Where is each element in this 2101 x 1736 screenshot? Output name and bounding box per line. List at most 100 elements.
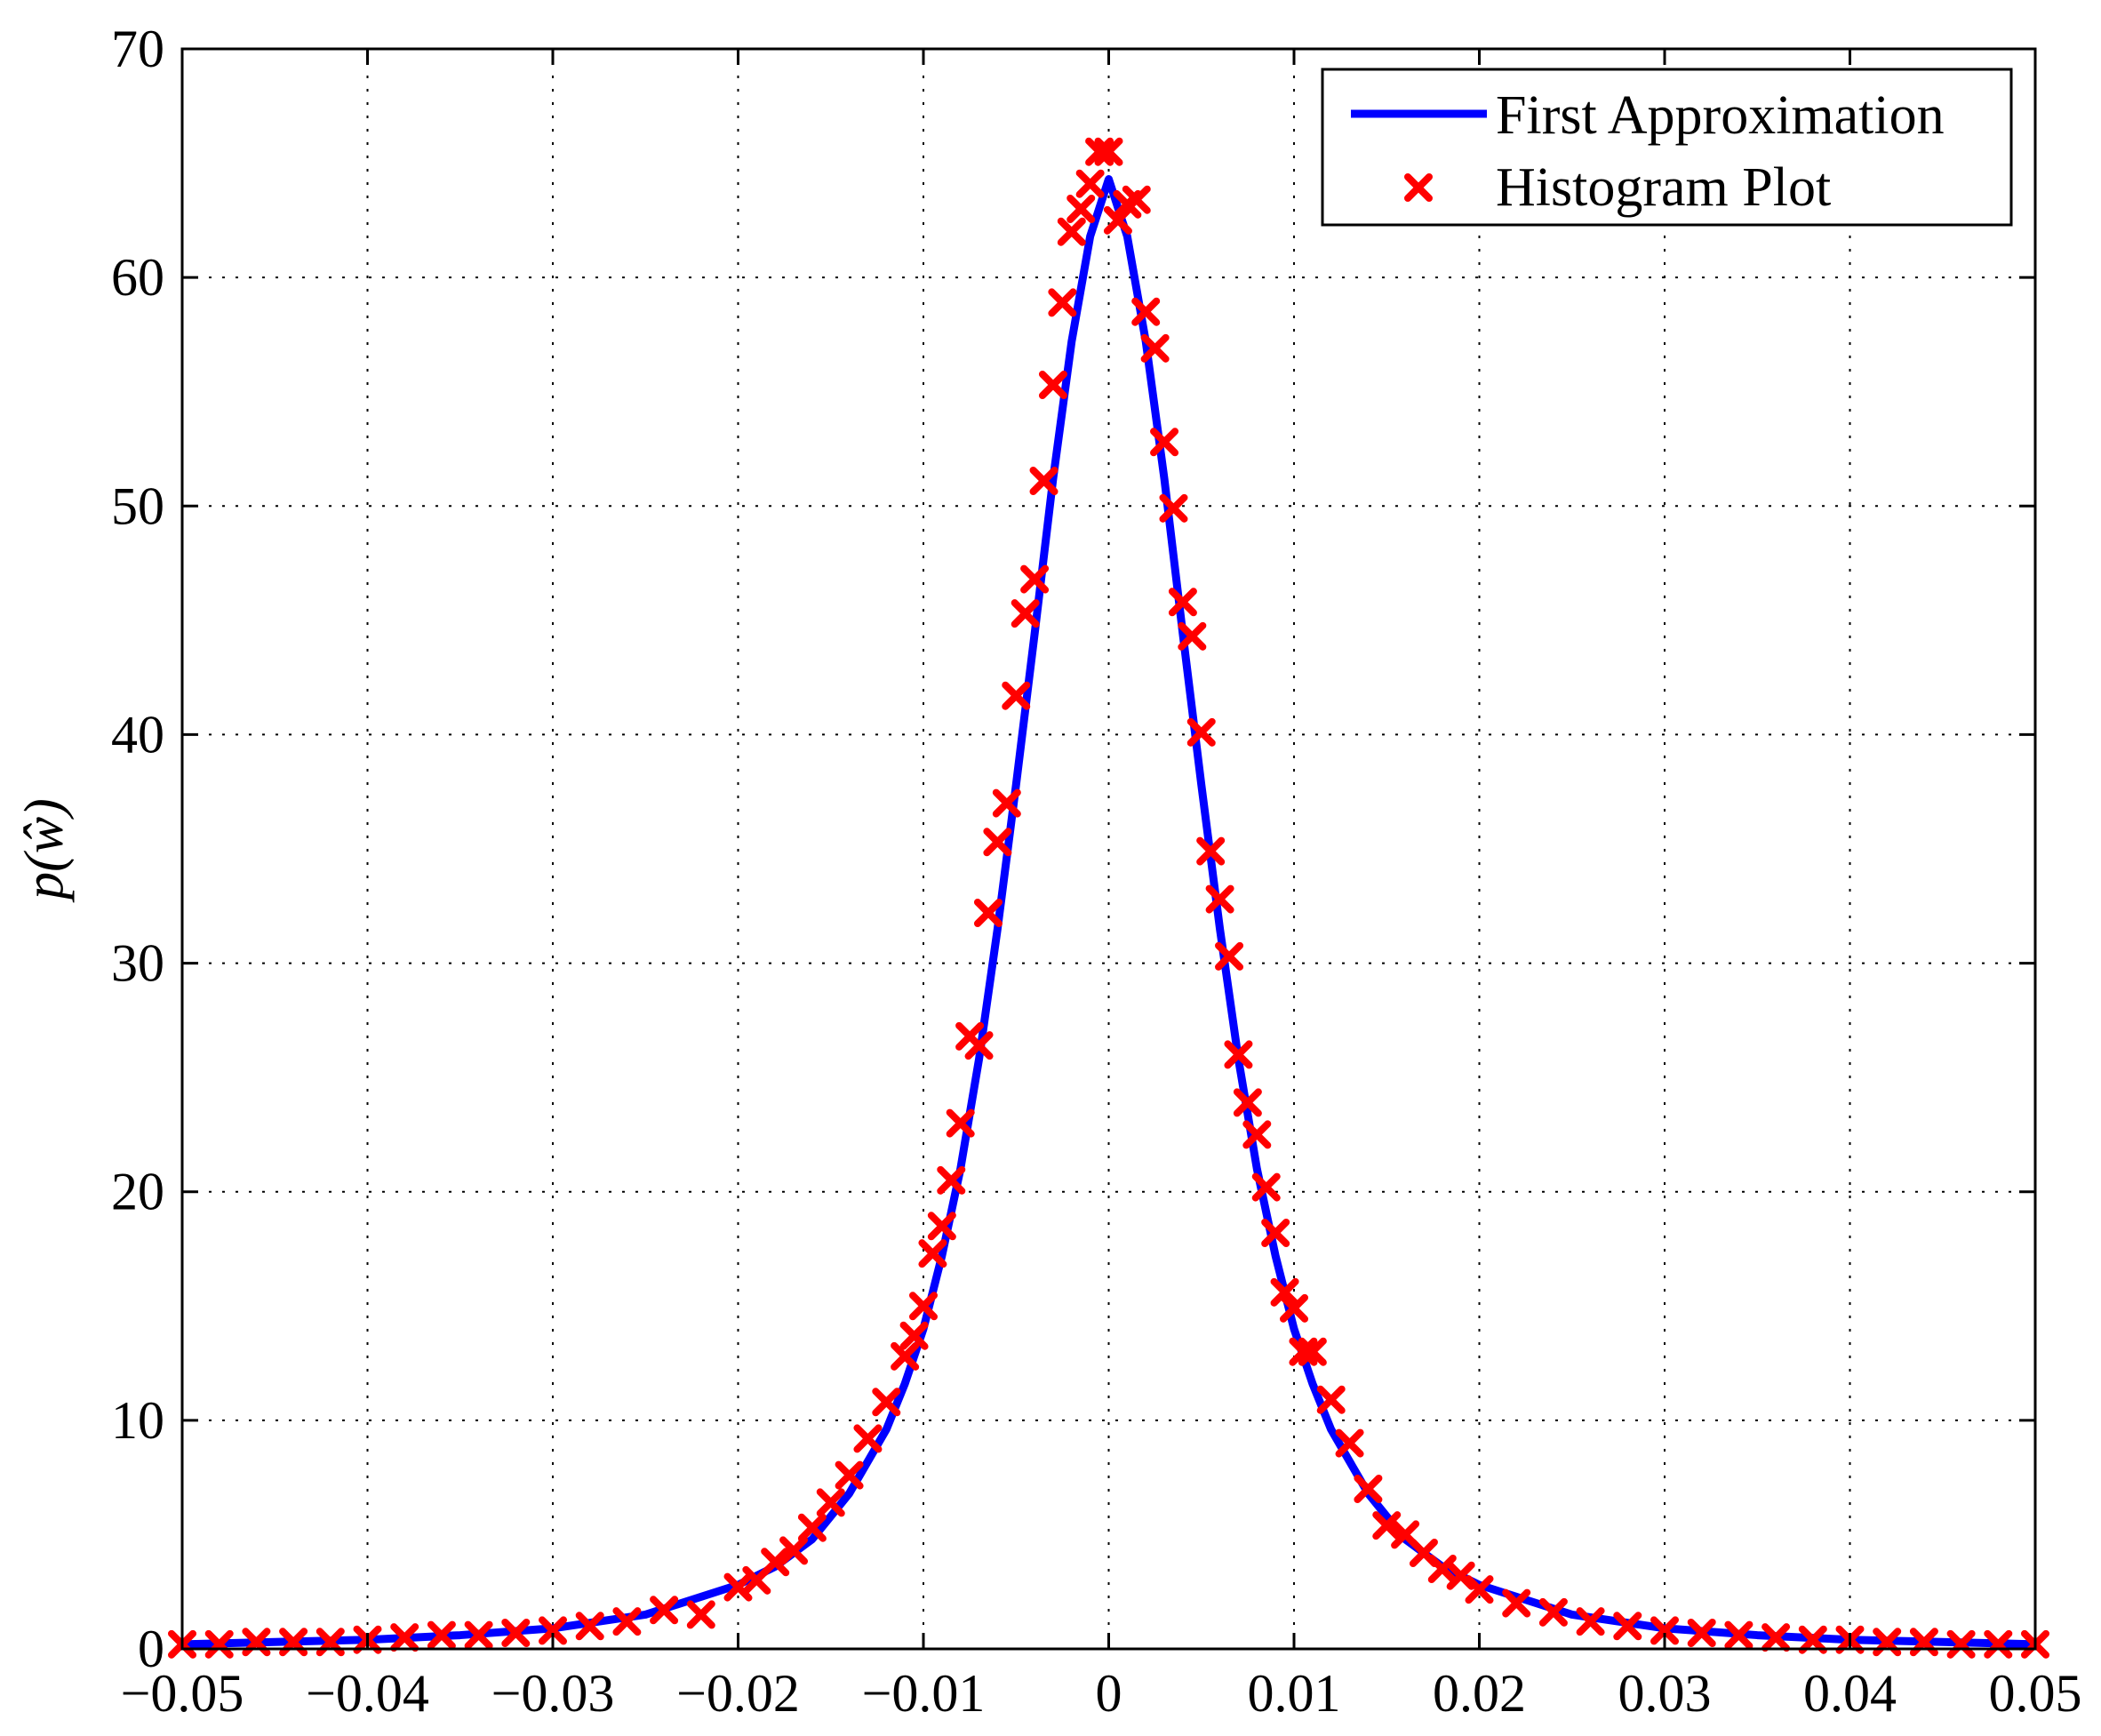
histogram-point (918, 1239, 947, 1268)
histogram-point (1038, 371, 1067, 399)
x-tick-label: −0.01 (862, 1664, 986, 1723)
x-tick-label: 0.01 (1248, 1664, 1341, 1723)
x-tick-label: −0.05 (121, 1664, 244, 1723)
y-tick-label: 0 (138, 1620, 164, 1678)
histogram-point (1057, 217, 1086, 246)
histogram-point (973, 899, 1003, 927)
histogram-point (1066, 195, 1096, 223)
grid (182, 49, 2035, 1649)
histogram-point (612, 1607, 642, 1636)
y-tick-labels: 0 10 20 30 40 50 60 70 (111, 20, 164, 1678)
histogram-point (686, 1600, 715, 1629)
histogram-point (1298, 1337, 1327, 1366)
legend-label-first-approximation: First Approximation (1496, 85, 1945, 146)
histogram-point (204, 1629, 234, 1659)
x-tick-label: −0.02 (676, 1664, 800, 1723)
histogram-point (1094, 137, 1123, 166)
histogram-point (1233, 1088, 1262, 1117)
histogram-point (992, 788, 1021, 818)
histogram-point (816, 1488, 845, 1517)
histogram-point (1316, 1385, 1346, 1414)
histogram-point (835, 1460, 864, 1490)
histogram-point (1048, 288, 1077, 317)
histogram-point (1150, 428, 1179, 457)
histogram-point (779, 1536, 809, 1565)
y-tick-label: 70 (111, 20, 164, 78)
histogram-point (1075, 169, 1105, 198)
histogram-point (1215, 941, 1244, 971)
histogram-point (1196, 836, 1226, 866)
histogram-point (983, 828, 1012, 857)
histogram-point (937, 1165, 966, 1195)
x-tick-label: 0 (1096, 1664, 1122, 1723)
histogram-point (1011, 599, 1040, 628)
histogram-point (1140, 333, 1170, 363)
histogram-point (390, 1623, 419, 1652)
histogram-point (1724, 1620, 1753, 1650)
histogram-point (891, 1341, 920, 1371)
x-tick-label: 0.02 (1433, 1664, 1526, 1723)
histogram-point (1576, 1607, 1605, 1636)
y-tick-label: 40 (111, 705, 164, 764)
x-tick-label: 0.05 (1989, 1664, 2082, 1723)
histogram-point (1251, 1172, 1281, 1202)
histogram-point (853, 1424, 883, 1453)
x-tick-label: 0.04 (1803, 1664, 1897, 1723)
histogram-point (1159, 493, 1188, 523)
histogram-point (872, 1388, 901, 1417)
histogram-point (1242, 1120, 1272, 1149)
histogram-point (1029, 467, 1058, 495)
histogram-point (1946, 1629, 1976, 1659)
y-axis-label: p(ŵ) (14, 798, 75, 903)
histogram-point (761, 1548, 790, 1577)
histogram-point (1020, 564, 1050, 594)
histogram-point (1335, 1428, 1364, 1458)
histogram-point (1502, 1588, 1531, 1618)
histogram-point (501, 1619, 531, 1647)
histogram-point (946, 1108, 975, 1138)
histogram-point (1261, 1219, 1290, 1247)
ticks (180, 47, 2037, 1651)
y-tick-label: 60 (111, 248, 164, 307)
y-tick-label: 10 (111, 1391, 164, 1450)
histogram-point (1280, 1293, 1308, 1323)
histogram-point (1270, 1277, 1299, 1307)
histogram-point (927, 1212, 956, 1241)
histogram-point (1178, 621, 1207, 651)
histogram-point (1761, 1623, 1791, 1652)
histogram-point (1687, 1619, 1716, 1647)
histogram-point (1131, 297, 1161, 326)
histogram-point (1798, 1625, 1827, 1654)
histogram-point (899, 1321, 929, 1350)
histogram-point (1186, 717, 1216, 747)
y-tick-label: 30 (111, 934, 164, 993)
legend-marker-sample (1404, 173, 1433, 202)
histogram-point (909, 1292, 938, 1321)
legend-label-histogram-plot: Histogram Plot (1496, 157, 1831, 218)
legend-box (1321, 68, 2013, 227)
x-tick-label: 0.03 (1618, 1664, 1712, 1723)
histogram-point (964, 1031, 994, 1060)
legend: First Approximation Histogram Plot (1321, 68, 2013, 227)
histogram-point (1224, 1040, 1253, 1069)
histogram-point (1372, 1511, 1402, 1540)
histogram-point (1650, 1616, 1679, 1645)
histogram-point (464, 1620, 493, 1650)
y-tick-label: 50 (111, 476, 164, 535)
histogram-point (1984, 1629, 2013, 1659)
legend-marker-x (1404, 173, 1433, 202)
histogram-point (539, 1616, 567, 1645)
histogram-point (1613, 1612, 1642, 1641)
histogram-point (1122, 185, 1151, 214)
histogram-point (1538, 1597, 1568, 1627)
x-tick-label: −0.03 (491, 1664, 615, 1723)
histogram-point (1465, 1575, 1494, 1604)
histogram-point (1002, 681, 1031, 710)
y-tick-label: 20 (111, 1163, 164, 1221)
histogram-point (650, 1596, 679, 1625)
histogram-point (1205, 884, 1234, 914)
x-tick-labels: −0.05 −0.04 −0.03 −0.02 −0.01 0 0.01 0.02 0.03 0.… (121, 1664, 2082, 1723)
histogram-point (1354, 1475, 1383, 1503)
